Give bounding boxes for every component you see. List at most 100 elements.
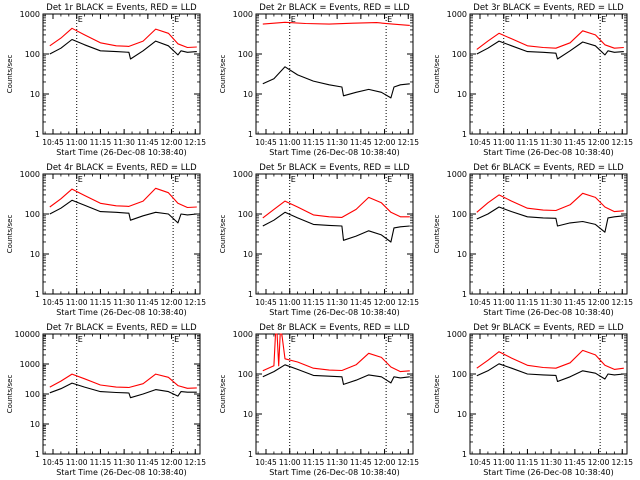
x-tick-label: 12:00	[588, 138, 610, 147]
y-axis-label: Counts/sec	[433, 375, 441, 414]
chart-panel-1: Det 1r BLACK = Events, RED = LLD Counts/s…	[6, 3, 206, 157]
x-tick-label: 11:30	[113, 298, 135, 307]
lld-series-line	[262, 196, 410, 219]
y-tick-label: 100	[452, 370, 467, 379]
x-tick-label: 10:45	[255, 298, 277, 307]
y-axis-label: Counts/sec	[219, 215, 227, 254]
x-tick-label: 12:00	[374, 138, 396, 147]
x-axis-label: Start Time (26-Dec-08 10:38:40)	[483, 308, 614, 317]
x-tick-label: 11:00	[279, 458, 301, 467]
event-marker-label: E	[387, 175, 392, 184]
x-tick-label: 12:15	[397, 458, 419, 467]
events-series-line	[49, 199, 197, 224]
x-tick-label: 11:30	[540, 138, 562, 147]
x-tick-label: 11:30	[540, 458, 562, 467]
x-tick-label: 11:15	[303, 458, 325, 467]
x-tick-label: 11:15	[303, 298, 325, 307]
x-tick-label: 11:15	[517, 458, 539, 467]
events-series-line	[49, 382, 197, 399]
chart-panel-3: Det 3r BLACK = Events, RED = LLD Counts/s…	[433, 3, 633, 157]
y-tick-label: 1000	[233, 10, 253, 19]
x-axis-label: Start Time (26-Dec-08 10:38:40)	[56, 148, 187, 157]
y-tick-label: 100	[452, 50, 467, 59]
x-axis-label: Start Time (26-Dec-08 10:38:40)	[483, 468, 614, 477]
plot-frame	[255, 13, 414, 135]
x-tick-label: 12:15	[397, 138, 419, 147]
chart-title: Det 7r BLACK = Events, RED = LLD	[46, 323, 197, 333]
y-tick-label: 1	[248, 450, 253, 459]
y-tick-label: 100	[238, 210, 253, 219]
x-tick-label: 11:45	[137, 458, 159, 467]
x-tick-label: 11:15	[90, 138, 112, 147]
y-tick-label: 10	[457, 250, 467, 259]
x-tick-label: 11:00	[493, 138, 515, 147]
y-axis-label: Counts/sec	[433, 55, 441, 94]
x-tick-label: 11:00	[279, 138, 301, 147]
y-axis-label: Counts/sec	[6, 55, 14, 94]
event-marker-label: E	[387, 335, 392, 344]
event-marker-label: E	[505, 15, 510, 24]
chart-panel-9: Det 9r BLACK = Events, RED = LLD Counts/s…	[433, 323, 633, 477]
x-tick-label: 11:00	[493, 458, 515, 467]
plot-frame	[255, 333, 414, 455]
x-tick-label: 11:00	[493, 298, 515, 307]
events-series-line	[476, 363, 624, 383]
x-tick-label: 11:00	[66, 458, 88, 467]
lld-series-line	[476, 30, 624, 50]
x-tick-label: 10:45	[469, 138, 491, 147]
x-axis-label: Start Time (26-Dec-08 10:38:40)	[269, 468, 400, 477]
x-tick-label: 12:00	[161, 298, 183, 307]
x-tick-label: 11:15	[517, 298, 539, 307]
chart-panel-7: Det 7r BLACK = Events, RED = LLD Counts/s…	[6, 323, 206, 477]
x-tick-label: 10:45	[469, 298, 491, 307]
x-tick-label: 11:30	[326, 138, 348, 147]
x-tick-label: 11:30	[540, 298, 562, 307]
y-tick-label: 1000	[447, 170, 467, 179]
y-tick-label: 1	[462, 290, 467, 299]
y-tick-label: 10	[30, 90, 40, 99]
event-marker-label: E	[387, 15, 392, 24]
event-marker-label: E	[291, 175, 296, 184]
y-tick-label: 1	[248, 130, 253, 139]
chart-panel-2: Det 2r BLACK = Events, RED = LLD Counts/s…	[219, 3, 419, 157]
chart-title: Det 5r BLACK = Events, RED = LLD	[259, 163, 410, 173]
event-marker-label: E	[174, 335, 179, 344]
x-tick-label: 11:30	[326, 298, 348, 307]
lld-series-line	[476, 349, 624, 370]
events-series-line	[49, 38, 197, 60]
y-tick-label: 10	[243, 250, 253, 259]
x-tick-label: 12:15	[397, 298, 419, 307]
x-tick-label: 12:15	[611, 138, 633, 147]
y-tick-label: 10	[457, 90, 467, 99]
lld-series-line	[49, 27, 197, 49]
lld-series-line	[49, 187, 197, 209]
event-marker-label: E	[505, 335, 510, 344]
y-tick-label: 1	[462, 130, 467, 139]
x-tick-label: 11:15	[90, 458, 112, 467]
y-tick-label: 1000	[233, 330, 253, 339]
plot-frame	[469, 333, 628, 455]
y-tick-label: 1000	[447, 10, 467, 19]
x-tick-label: 12:00	[161, 458, 183, 467]
x-tick-label: 11:45	[350, 138, 372, 147]
x-tick-label: 11:45	[350, 458, 372, 467]
events-series-line	[262, 364, 410, 385]
event-marker-label: E	[601, 15, 606, 24]
plot-frame	[255, 173, 414, 295]
event-marker-label: E	[174, 175, 179, 184]
chart-panel-5: Det 5r BLACK = Events, RED = LLD Counts/s…	[219, 163, 419, 317]
x-tick-label: 11:15	[517, 138, 539, 147]
plot-frame	[42, 13, 201, 135]
x-tick-label: 10:45	[42, 298, 64, 307]
chart-title: Det 2r BLACK = Events, RED = LLD	[259, 3, 410, 13]
x-tick-label: 10:45	[42, 138, 64, 147]
event-marker-label: E	[505, 175, 510, 184]
y-tick-label: 1	[462, 450, 467, 459]
y-tick-label: 1000	[447, 330, 467, 339]
x-tick-label: 10:45	[255, 458, 277, 467]
x-tick-label: 11:00	[279, 298, 301, 307]
events-series-line	[476, 40, 624, 60]
y-axis-label: Counts/sec	[6, 215, 14, 254]
y-tick-label: 10	[457, 410, 467, 419]
